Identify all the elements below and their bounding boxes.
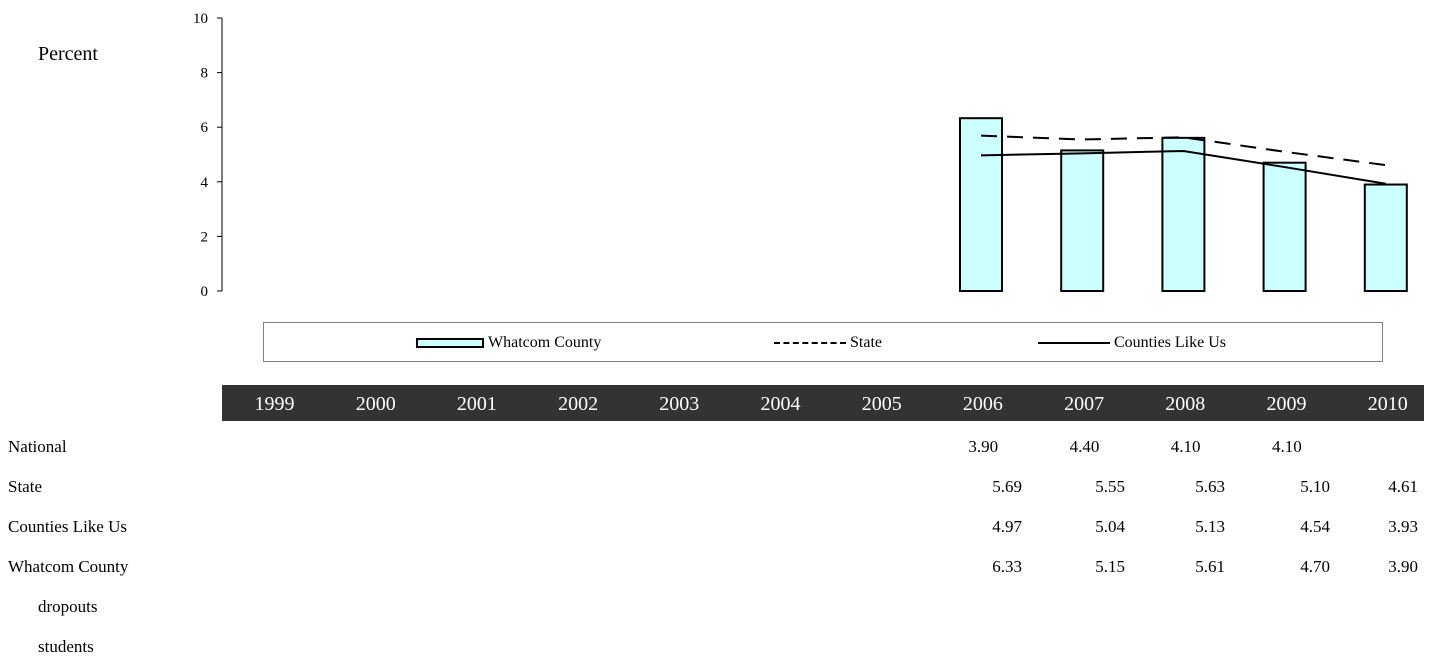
bar-2008 <box>1161 136 1206 292</box>
year-header-cell: 2005 <box>861 393 902 415</box>
legend-label-whatcom: Whatcom County <box>488 334 602 351</box>
table-cell: 3.90 <box>1388 557 1418 576</box>
bar-2007 <box>1060 149 1105 292</box>
table-cell: 5.69 <box>992 477 1022 496</box>
table-cell: 5.55 <box>1095 477 1125 496</box>
table-cell: 5.63 <box>1195 477 1225 496</box>
table-cell: 6.33 <box>992 557 1022 576</box>
row-label: State <box>8 477 42 496</box>
year-header-cell: 2008 <box>1165 393 1206 415</box>
series-line-counties-like-us <box>980 149 1386 185</box>
year-header-cell: 1999 <box>254 393 295 415</box>
year-header-cell: 2004 <box>760 393 801 415</box>
y-axis-label: Percent <box>38 43 98 65</box>
year-header-cell: 2003 <box>659 393 700 415</box>
legend: Whatcom County State Counties Like Us <box>263 322 1383 362</box>
year-header-cell: 2007 <box>1064 393 1105 415</box>
table-cell: 3.93 <box>1388 517 1418 536</box>
legend-swatch-bar <box>416 338 484 348</box>
table-cell: 5.15 <box>1095 557 1125 576</box>
sub-row-label: students <box>38 637 94 656</box>
y-tick-label: 8 <box>201 66 209 82</box>
row-label: Whatcom County <box>8 557 129 576</box>
y-tick-label: 10 <box>193 11 208 27</box>
year-header-cell: 2001 <box>456 393 497 415</box>
y-tick-label: 4 <box>201 175 209 191</box>
table-cell: 5.13 <box>1195 517 1225 536</box>
row-label: National <box>8 437 67 456</box>
table-cell: 4.70 <box>1300 557 1330 576</box>
legend-item-state: State <box>774 323 882 363</box>
table-cell: 5.61 <box>1195 557 1225 576</box>
table-cell: 4.10 <box>1170 437 1201 456</box>
y-tick-label: 0 <box>201 284 209 300</box>
table-cell: 4.10 <box>1272 437 1302 456</box>
legend-label-state: State <box>850 334 882 351</box>
table-cell: 3.90 <box>968 437 999 456</box>
table-cell: 5.10 <box>1300 477 1330 496</box>
sub-row-label: dropouts <box>38 597 98 616</box>
year-header-cell: 2002 <box>558 393 599 415</box>
year-header-cell: 2010 <box>1367 393 1408 415</box>
bar-2010 <box>1363 183 1408 292</box>
chart-plot-area: 0 2 4 6 8 10 <box>193 11 1408 300</box>
legend-label-counties: Counties Like Us <box>1114 334 1226 351</box>
bar-2009 <box>1262 161 1307 292</box>
year-header-cell: 2009 <box>1266 393 1307 415</box>
legend-item-whatcom: Whatcom County <box>416 323 601 363</box>
year-header-cell: 2000 <box>355 393 396 415</box>
year-header-cell: 2006 <box>962 393 1003 415</box>
table-cell: 4.54 <box>1300 517 1330 536</box>
table-cell: 4.97 <box>992 517 1022 536</box>
year-header-band: 1999 2000 2001 2002 2003 2004 2005 2006 2007 2008… <box>222 385 1424 421</box>
table-cell: 4.40 <box>1069 437 1100 456</box>
series-line-state <box>980 134 1386 167</box>
bar-2006 <box>959 117 1003 293</box>
y-tick-label: 6 <box>201 120 209 136</box>
row-label: Counties Like Us <box>8 517 127 536</box>
legend-swatch-dashed-line <box>774 342 846 344</box>
legend-swatch-solid-line <box>1038 342 1110 344</box>
table-cell: 4.61 <box>1388 477 1418 496</box>
legend-item-counties: Counties Like Us <box>1038 323 1226 363</box>
table-cell: 5.04 <box>1095 517 1125 536</box>
y-tick-label: 2 <box>201 229 209 245</box>
